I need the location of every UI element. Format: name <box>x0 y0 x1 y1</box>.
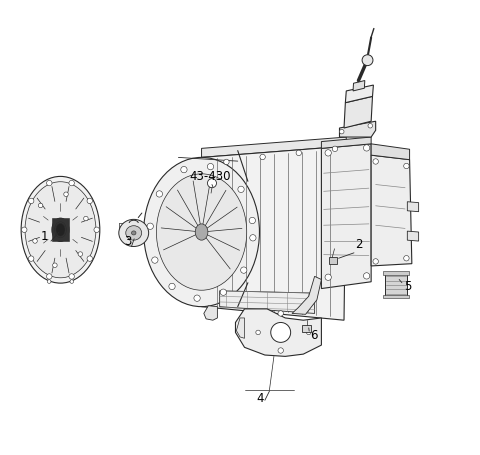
Polygon shape <box>371 155 412 266</box>
Polygon shape <box>220 291 314 313</box>
Ellipse shape <box>119 219 149 247</box>
Circle shape <box>28 198 34 204</box>
Circle shape <box>78 252 83 256</box>
Circle shape <box>84 216 88 221</box>
Circle shape <box>94 227 99 233</box>
Polygon shape <box>346 85 373 103</box>
Polygon shape <box>236 309 322 356</box>
Circle shape <box>238 186 244 192</box>
Circle shape <box>47 274 52 279</box>
Bar <box>383 271 409 275</box>
Circle shape <box>363 273 370 279</box>
Circle shape <box>224 159 229 165</box>
Polygon shape <box>236 318 244 339</box>
Polygon shape <box>344 96 372 128</box>
Circle shape <box>368 123 372 128</box>
Circle shape <box>64 192 68 197</box>
Ellipse shape <box>56 223 65 236</box>
Circle shape <box>181 167 187 173</box>
Text: 4: 4 <box>257 392 264 405</box>
Circle shape <box>373 159 378 164</box>
Circle shape <box>28 256 34 261</box>
Circle shape <box>33 239 37 243</box>
Circle shape <box>194 295 200 301</box>
Circle shape <box>147 223 154 229</box>
Circle shape <box>169 283 175 289</box>
Ellipse shape <box>25 182 96 278</box>
Text: 5: 5 <box>404 280 411 293</box>
Circle shape <box>69 180 74 186</box>
Polygon shape <box>339 121 376 137</box>
Circle shape <box>404 163 409 169</box>
Bar <box>52 218 69 241</box>
Polygon shape <box>292 276 322 314</box>
Circle shape <box>250 235 256 241</box>
Circle shape <box>240 267 247 273</box>
Polygon shape <box>408 231 419 241</box>
Circle shape <box>306 330 311 335</box>
Circle shape <box>53 263 57 268</box>
Circle shape <box>220 289 227 295</box>
Text: 3: 3 <box>124 235 132 248</box>
Text: 43-430: 43-430 <box>189 170 231 183</box>
Circle shape <box>256 330 260 335</box>
Text: 1: 1 <box>41 230 48 243</box>
Circle shape <box>339 129 344 134</box>
Text: 2: 2 <box>355 238 363 251</box>
Bar <box>302 325 311 332</box>
Circle shape <box>278 311 283 316</box>
Circle shape <box>22 227 27 233</box>
Polygon shape <box>371 144 409 160</box>
Polygon shape <box>202 146 346 320</box>
Circle shape <box>152 257 158 263</box>
Ellipse shape <box>126 226 142 240</box>
Circle shape <box>156 191 163 197</box>
Circle shape <box>325 274 331 280</box>
Circle shape <box>404 256 409 261</box>
Circle shape <box>207 179 216 188</box>
Ellipse shape <box>195 224 208 240</box>
Bar <box>329 258 337 264</box>
Circle shape <box>47 180 52 186</box>
Circle shape <box>87 198 93 204</box>
Text: 6: 6 <box>310 329 318 342</box>
Circle shape <box>38 203 43 208</box>
Circle shape <box>249 217 255 224</box>
Ellipse shape <box>144 157 260 307</box>
Circle shape <box>278 348 283 353</box>
Ellipse shape <box>156 174 247 290</box>
Circle shape <box>260 154 265 160</box>
Circle shape <box>362 55 373 66</box>
Ellipse shape <box>52 218 69 242</box>
Circle shape <box>296 150 301 156</box>
Circle shape <box>69 274 74 279</box>
Polygon shape <box>408 202 419 212</box>
Circle shape <box>271 323 291 342</box>
Polygon shape <box>202 137 346 157</box>
Circle shape <box>70 280 73 283</box>
Circle shape <box>207 163 214 170</box>
Ellipse shape <box>21 177 100 283</box>
Circle shape <box>87 256 93 261</box>
Circle shape <box>332 146 338 152</box>
Bar <box>383 295 409 298</box>
Circle shape <box>48 280 51 283</box>
Polygon shape <box>322 137 371 148</box>
Polygon shape <box>385 273 407 297</box>
Circle shape <box>373 259 378 264</box>
Circle shape <box>325 150 331 156</box>
Circle shape <box>363 145 370 151</box>
Polygon shape <box>353 81 365 91</box>
Ellipse shape <box>132 231 136 235</box>
Polygon shape <box>204 306 217 320</box>
Polygon shape <box>322 144 371 288</box>
